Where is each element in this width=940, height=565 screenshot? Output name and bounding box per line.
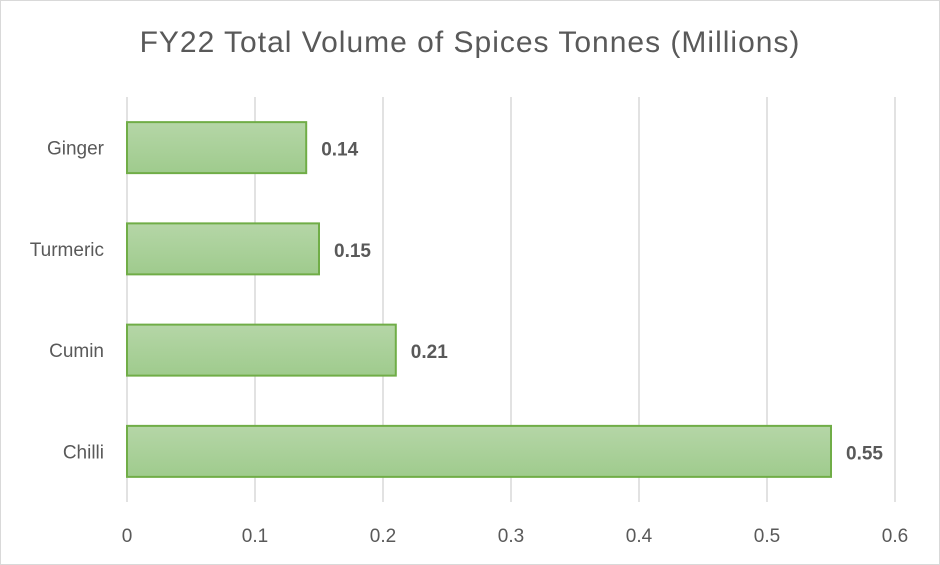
data-label: 0.21 [411, 342, 448, 363]
data-label: 0.15 [334, 241, 371, 262]
bar-chilli [126, 424, 832, 478]
category-label: Turmeric [30, 240, 104, 261]
data-label: 0.14 [321, 140, 358, 161]
x-tick-label: 0.2 [370, 526, 396, 547]
bar-turmeric [126, 222, 320, 276]
category-label: Chilli [63, 442, 104, 463]
x-tick-label: 0 [122, 526, 133, 547]
x-tick-label: 0.1 [242, 526, 268, 547]
data-label: 0.55 [846, 443, 883, 464]
chart-title: FY22 Total Volume of Spices Tonnes (Mill… [139, 26, 801, 59]
bar-ginger [126, 121, 308, 175]
x-tick-label: 0.3 [498, 526, 524, 547]
x-tick-label: 0.6 [882, 526, 908, 547]
category-label: Cumin [49, 341, 104, 362]
category-label: Ginger [47, 139, 105, 160]
bar-cumin [126, 323, 397, 377]
x-tick-label: 0.4 [626, 526, 653, 547]
x-tick-label: 0.5 [754, 526, 780, 547]
